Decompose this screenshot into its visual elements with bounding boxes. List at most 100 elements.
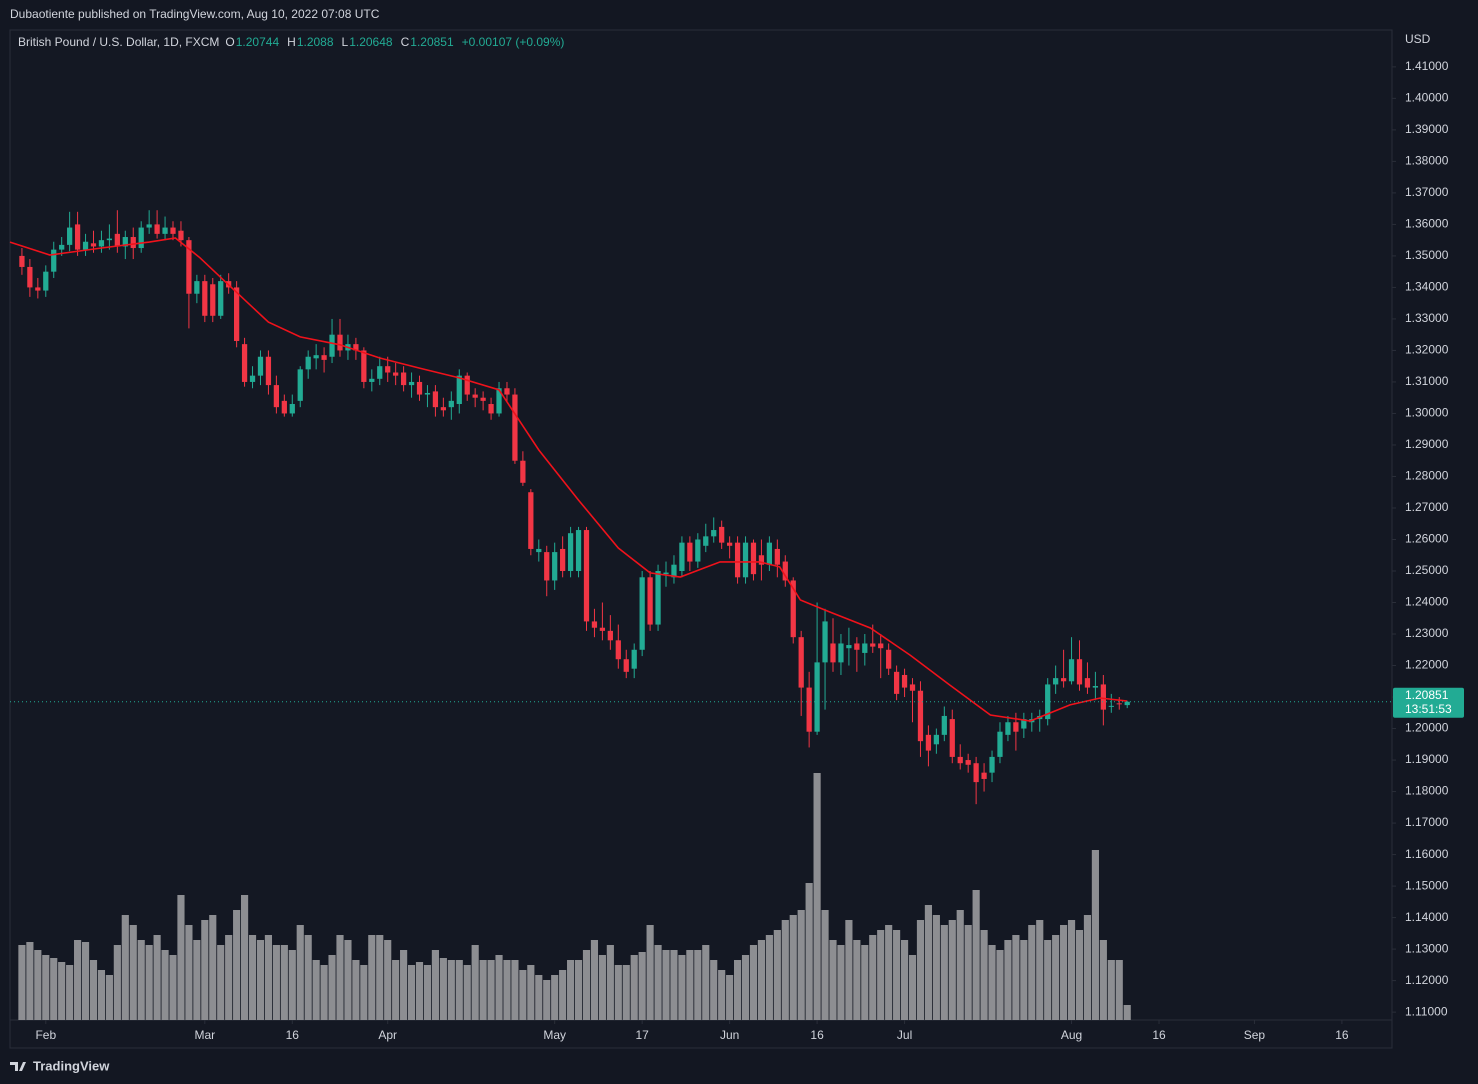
y-tick-label: 1.23000 [1405, 626, 1449, 640]
volume-bar [1067, 920, 1076, 1020]
x-tick-label: Jun [720, 1028, 739, 1042]
volume-bar [479, 960, 487, 1020]
candle-body [679, 542, 685, 572]
moving-average [9, 237, 1128, 722]
candle-body [504, 388, 510, 395]
volume-bar [264, 935, 273, 1020]
ohlc-value: 1.20744 [236, 35, 280, 49]
volume-bar [312, 960, 320, 1020]
volume-bar [248, 935, 257, 1020]
candle-body [893, 671, 900, 694]
candle-body [663, 572, 669, 575]
candle-body [27, 266, 33, 288]
candle-body [82, 241, 89, 250]
y-tick-label: 1.12000 [1405, 973, 1449, 987]
volume-bar [726, 975, 734, 1020]
x-tick-label: 16 [810, 1028, 824, 1042]
volume-bar [81, 942, 90, 1020]
candle-body [989, 756, 995, 773]
x-tick-label: 16 [1335, 1028, 1349, 1042]
x-tick-label: 17 [635, 1028, 649, 1042]
volume-bar [606, 945, 614, 1020]
candle-body [178, 230, 184, 241]
volume-bar [980, 930, 988, 1020]
ohlc-label: O [225, 35, 234, 49]
volume-bar [392, 960, 400, 1020]
candle-body [19, 255, 25, 267]
candle-body [472, 394, 478, 398]
volume-bar [447, 960, 455, 1020]
candle-body [1060, 678, 1067, 682]
volume-bars [18, 773, 1131, 1020]
candle-body [218, 281, 224, 316]
candle-body [496, 388, 502, 414]
volume-bar [789, 915, 797, 1020]
candle-body [774, 548, 780, 565]
y-tick-label: 1.19000 [1405, 752, 1449, 766]
candle-body [846, 645, 852, 649]
candle-body [639, 577, 645, 650]
candle-body [130, 237, 136, 249]
candle-body [464, 375, 470, 395]
candle-body [909, 684, 916, 691]
candle-body [377, 366, 383, 379]
candle-body [1021, 719, 1027, 729]
volume-bar [988, 945, 996, 1020]
candle-body [106, 238, 113, 241]
volume-bar [129, 925, 137, 1020]
candle-body [35, 287, 41, 291]
volume-bar [153, 935, 161, 1020]
volume-bar [996, 950, 1004, 1020]
candle-body [1092, 686, 1099, 688]
candle-body [297, 369, 303, 401]
candle-body [202, 281, 208, 316]
candle-body [90, 243, 97, 247]
candle-body [591, 621, 598, 628]
y-tick-label: 1.35000 [1405, 248, 1449, 262]
candle-body [281, 400, 287, 414]
volume-bar [503, 960, 511, 1020]
candle-body [59, 244, 65, 250]
candle-body [353, 344, 359, 351]
candle-body [615, 640, 621, 660]
candle-body [138, 227, 144, 249]
candle-body [1124, 701, 1130, 706]
ohlc-value: 1.20648 [349, 35, 393, 49]
volume-bar [376, 935, 384, 1020]
y-tick-label: 1.38000 [1405, 154, 1449, 168]
y-tick-label: 1.14000 [1405, 910, 1449, 924]
volume-bar [1075, 930, 1084, 1020]
candle-body [210, 284, 216, 316]
y-tick-label: 1.28000 [1405, 469, 1449, 483]
candle-body [695, 539, 701, 562]
candle-body [43, 271, 49, 291]
volume-bar [169, 955, 177, 1020]
y-tick-label: 1.18000 [1405, 784, 1449, 798]
candle-body [965, 760, 971, 765]
ohlc-value: 1.20851 [410, 35, 454, 49]
y-tick-label: 1.20000 [1405, 721, 1449, 735]
candle-body [806, 687, 812, 732]
volume-bar [18, 945, 26, 1020]
volume-bar [217, 945, 225, 1020]
candle-body [631, 649, 637, 669]
volume-bar [710, 960, 718, 1020]
chart-pane [9, 29, 1393, 1049]
volume-bar [686, 950, 694, 1020]
candle-body [1084, 678, 1091, 688]
volume-bar [1115, 960, 1123, 1020]
volume-bar [368, 935, 376, 1020]
volume-bar [495, 955, 503, 1020]
candle-body [941, 715, 947, 735]
candle-body [265, 356, 272, 386]
volume-bar [845, 920, 853, 1020]
candle-body [146, 224, 152, 228]
candle-body [607, 630, 613, 641]
candle-body [1100, 684, 1106, 710]
volume-bar [455, 960, 463, 1020]
candle-body [583, 530, 590, 622]
volume-bar [423, 965, 432, 1020]
volume-bar [741, 955, 750, 1020]
